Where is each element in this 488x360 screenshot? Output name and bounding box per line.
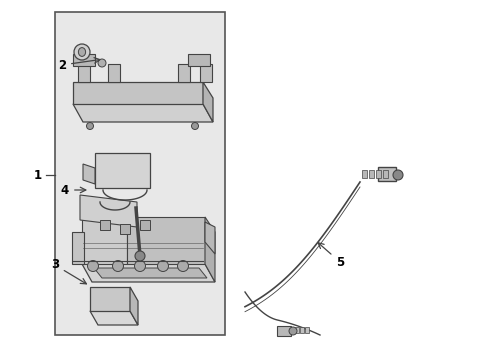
Ellipse shape (78, 48, 85, 57)
Polygon shape (187, 54, 209, 66)
Polygon shape (95, 153, 150, 188)
Text: 3: 3 (51, 258, 86, 284)
Bar (382, 170, 387, 178)
Circle shape (177, 261, 188, 271)
Polygon shape (78, 64, 90, 82)
Polygon shape (200, 64, 212, 82)
Polygon shape (178, 64, 190, 82)
Polygon shape (90, 287, 130, 311)
Bar (305, 327, 308, 333)
Circle shape (134, 261, 145, 271)
Polygon shape (90, 311, 138, 325)
Circle shape (191, 122, 198, 130)
Circle shape (112, 261, 123, 271)
Polygon shape (204, 217, 215, 282)
Circle shape (157, 261, 168, 271)
Bar (294, 327, 298, 333)
Bar (55, 12, 224, 335)
Polygon shape (130, 287, 138, 325)
Polygon shape (73, 54, 95, 66)
Text: 4: 4 (61, 184, 86, 197)
Polygon shape (83, 164, 95, 184)
Polygon shape (82, 217, 127, 264)
Polygon shape (94, 268, 206, 278)
Circle shape (392, 170, 402, 180)
Text: 2: 2 (58, 58, 100, 72)
Circle shape (288, 327, 296, 335)
Text: 5: 5 (318, 243, 344, 269)
Polygon shape (80, 195, 137, 227)
Polygon shape (203, 82, 213, 122)
Circle shape (86, 122, 93, 130)
Bar (368, 170, 373, 178)
Bar (361, 170, 366, 178)
Polygon shape (72, 232, 84, 264)
Text: 1: 1 (34, 168, 42, 181)
Bar (100, 220, 110, 230)
Polygon shape (127, 217, 204, 264)
Bar (299, 327, 304, 333)
Bar (140, 220, 150, 230)
Polygon shape (108, 64, 120, 82)
Ellipse shape (74, 44, 90, 60)
Polygon shape (73, 104, 213, 122)
Bar (120, 224, 130, 234)
Circle shape (98, 59, 106, 67)
Polygon shape (82, 264, 215, 282)
Polygon shape (73, 82, 203, 104)
Circle shape (87, 261, 98, 271)
Bar (375, 170, 380, 178)
Bar (276, 326, 290, 336)
Bar (377, 167, 395, 181)
Circle shape (135, 251, 145, 261)
Polygon shape (204, 222, 215, 254)
